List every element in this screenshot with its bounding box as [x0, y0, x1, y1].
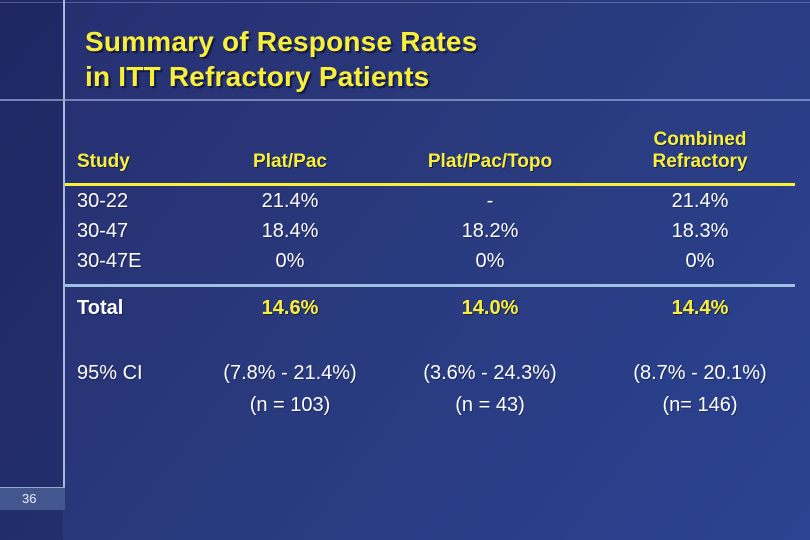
total-divider-rule: [65, 284, 795, 287]
table-header-row: Study Plat/Pac Plat/Pac/Topo Combined Re…: [65, 125, 795, 175]
total-plat-pac-value: 14.6%: [261, 297, 319, 319]
row-plat-pac-value: 18.4%: [261, 220, 319, 242]
total-combined-value: 14.4%: [671, 297, 729, 319]
total-row: Total 14.6% 14.0% 14.4%: [65, 293, 795, 323]
n-plat-pac-topo-value: (n = 43): [455, 394, 525, 416]
header-plat-pac-topo: Plat/Pac/Topo: [427, 151, 553, 172]
table-row: 30-47E 0% 0% 0%: [65, 246, 795, 276]
row-plat-pac-topo-value: 0%: [475, 250, 505, 272]
slide-number: 36: [22, 491, 37, 506]
n-plat-pac-value: (n = 103): [249, 394, 331, 416]
table-row: 30-47 18.4% 18.2% 18.3%: [65, 216, 795, 246]
ci-plat-pac-value: (7.8% - 21.4%): [223, 362, 357, 384]
left-accent-strip: [0, 0, 63, 540]
slide-number-box: 36: [0, 487, 65, 510]
row-study-id: 30-47: [77, 220, 129, 242]
header-combined-refractory: Combined Refractory: [605, 129, 795, 175]
row-study-id: 30-47E: [77, 250, 142, 272]
slide-title-line1: Summary of Response Rates: [85, 26, 478, 57]
header-divider-rule: [65, 183, 795, 186]
slide-title: Summary of Response Rates in ITT Refract…: [85, 24, 477, 94]
total-label: Total: [77, 297, 124, 319]
row-combined-value: 18.3%: [671, 220, 729, 242]
total-plat-pac-topo-value: 14.0%: [461, 297, 519, 319]
ci-plat-pac-topo-value: (3.6% - 24.3%): [423, 362, 557, 384]
row-combined-value: 0%: [685, 250, 715, 272]
table-row: 30-22 21.4% - 21.4%: [65, 186, 795, 216]
top-rule-line: [0, 2, 810, 3]
header-combined-line2: Refractory: [652, 151, 748, 172]
sample-size-row: (n = 103) (n = 43) (n= 146): [65, 391, 795, 417]
row-plat-pac-value: 0%: [275, 250, 305, 272]
response-rates-table: Study Plat/Pac Plat/Pac/Topo Combined Re…: [65, 125, 795, 417]
row-plat-pac-value: 21.4%: [261, 190, 319, 212]
ci-label: 95% CI: [77, 362, 143, 384]
row-combined-value: 21.4%: [671, 190, 729, 212]
row-study-id: 30-22: [77, 190, 129, 212]
header-plat-pac: Plat/Pac: [253, 151, 327, 172]
ci-combined-value: (8.7% - 20.1%): [633, 362, 767, 384]
title-underline-rule: [0, 99, 810, 101]
row-plat-pac-topo-value: -: [486, 190, 494, 212]
n-combined-value: (n= 146): [662, 394, 738, 416]
header-study: Study: [77, 151, 130, 172]
header-combined-line1: Combined: [653, 129, 747, 150]
confidence-interval-row: 95% CI (7.8% - 21.4%) (3.6% - 24.3%) (8.…: [65, 359, 795, 387]
row-plat-pac-topo-value: 18.2%: [461, 220, 519, 242]
slide-title-line2: in ITT Refractory Patients: [85, 61, 430, 92]
vertical-divider-line: [63, 0, 65, 488]
